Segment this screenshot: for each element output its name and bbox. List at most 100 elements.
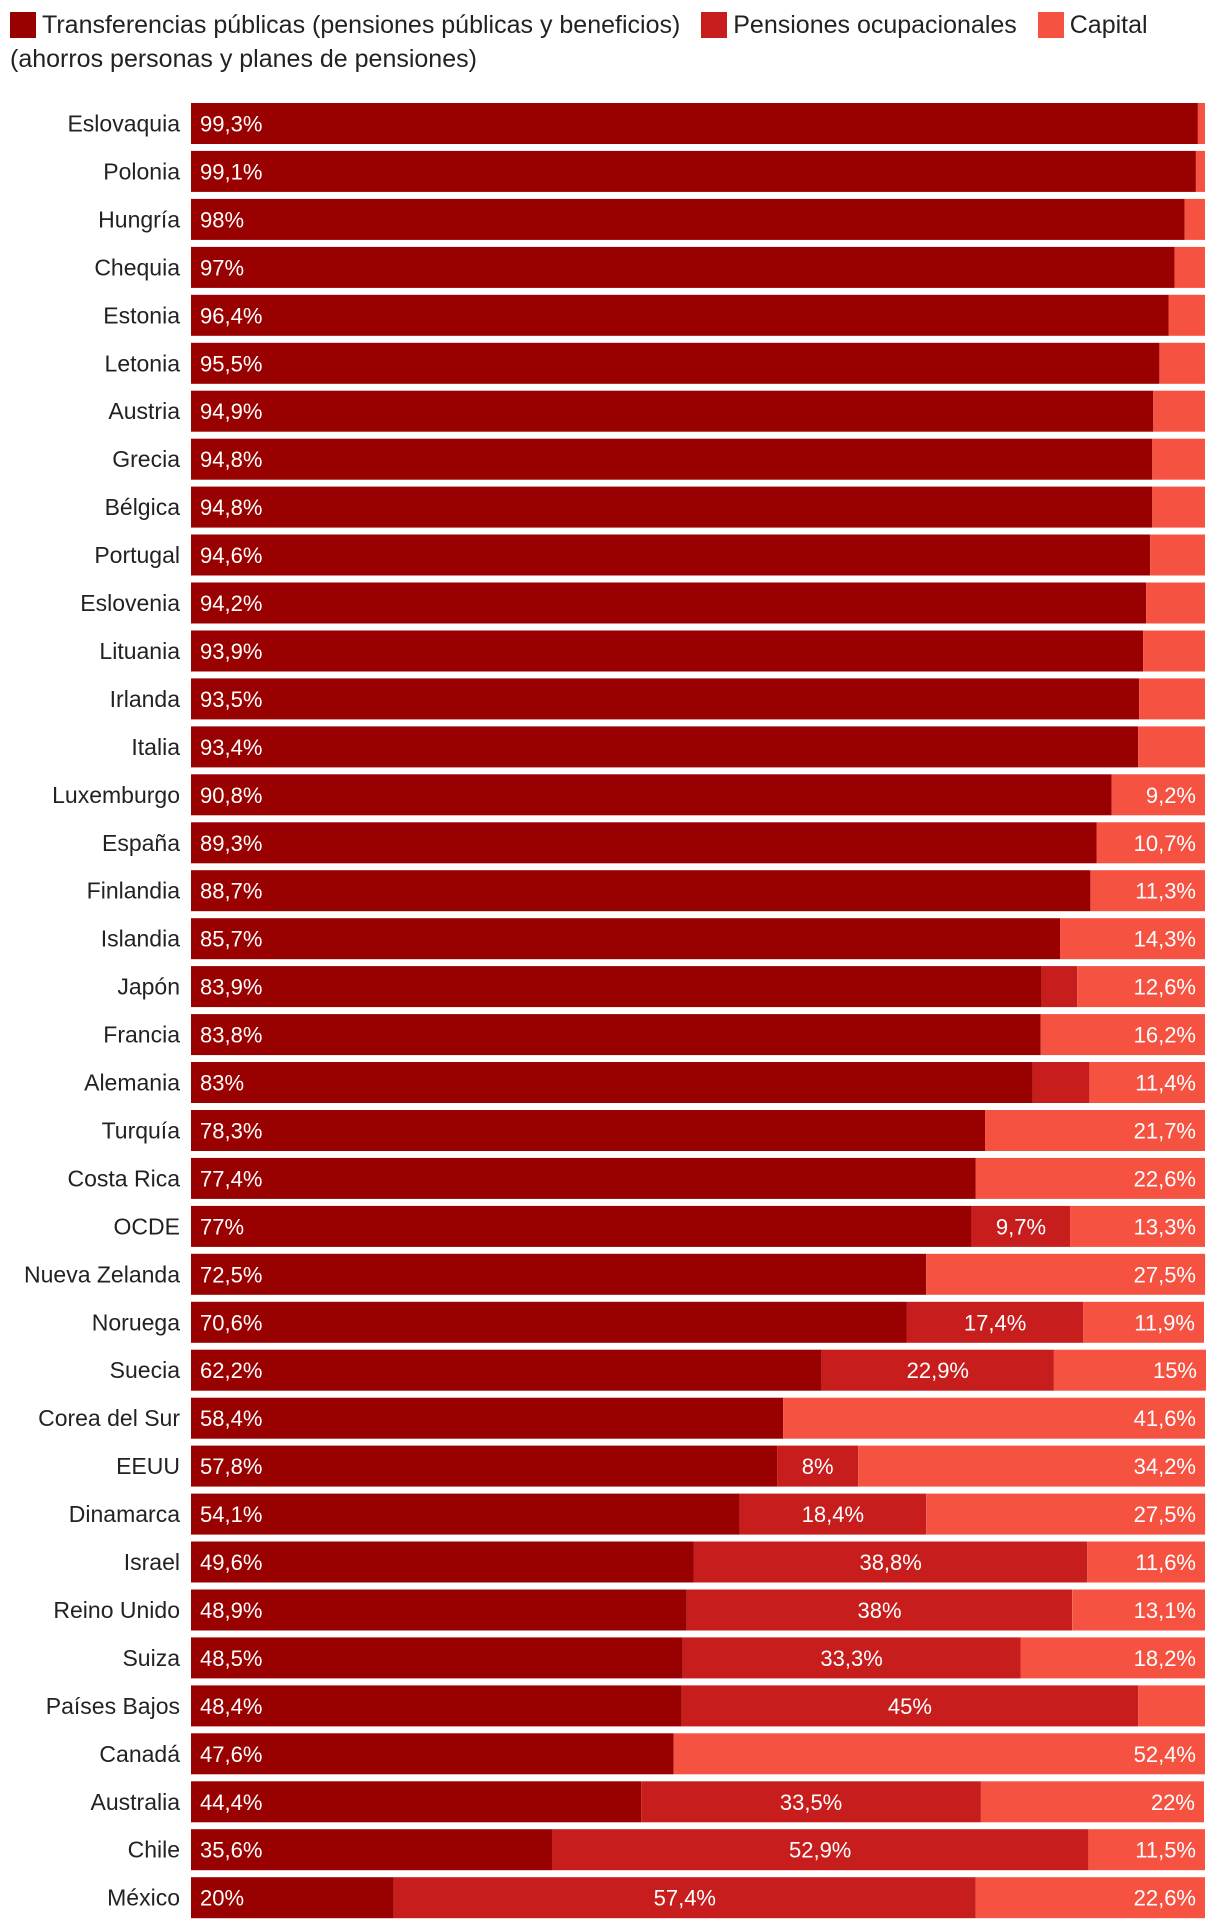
bar-segment-occupational-suecia — [821, 1349, 1054, 1391]
data-label-public-austria: 94,9% — [200, 399, 262, 424]
category-label-finlandia: Finlandia — [87, 878, 181, 904]
bar-segment-public-reino-unido — [191, 1589, 687, 1631]
category-label-lituania: Lituania — [99, 638, 180, 664]
data-label-capital-canada: 52,4% — [1134, 1742, 1196, 1767]
data-label-capital-eeuu: 34,2% — [1134, 1454, 1196, 1479]
bar-row-letonia: Letonia 95,5% — [105, 342, 1205, 384]
bar-segment-capital-hungria — [1184, 198, 1205, 240]
bar-row-mexico: México 20% 57,4% 22,6% — [107, 1877, 1205, 1919]
data-label-capital-mexico: 22,6% — [1134, 1886, 1196, 1911]
data-label-capital-islandia: 14,3% — [1134, 927, 1196, 952]
bar-segment-occupational-australia — [641, 1781, 981, 1823]
bar-segment-capital-corea-del-sur — [783, 1397, 1205, 1439]
bar-segment-capital-letonia — [1159, 342, 1205, 384]
data-label-occupational-noruega: 17,4% — [964, 1310, 1026, 1335]
bar-segment-public-hungria — [191, 198, 1185, 240]
bar-row-estonia: Estonia 96,4% — [103, 294, 1205, 336]
data-label-capital-nueva-zelanda: 27,5% — [1134, 1262, 1196, 1287]
bar-segment-occupational-eeuu — [777, 1445, 859, 1487]
category-label-turquia: Turquía — [102, 1117, 181, 1143]
category-label-irlanda: Irlanda — [110, 686, 181, 712]
data-label-capital-australia: 22% — [1151, 1790, 1195, 1815]
bar-row-eslovenia: Eslovenia 94,2% — [80, 582, 1205, 624]
legend-label-occupational: Pensiones ocupacionales — [733, 11, 1017, 39]
category-label-reino-unido: Reino Unido — [53, 1597, 180, 1623]
category-label-noruega: Noruega — [92, 1309, 180, 1335]
data-label-public-belgica: 94,8% — [200, 495, 262, 520]
data-label-occupational-suecia: 22,9% — [907, 1358, 969, 1383]
bar-segment-public-irlanda — [191, 678, 1140, 720]
bar-row-polonia: Polonia 99,1% — [103, 150, 1205, 192]
bar-segment-capital-estonia — [1168, 294, 1205, 336]
bar-segment-occupational-mexico — [393, 1877, 976, 1919]
bar-segment-capital-australia — [980, 1781, 1204, 1823]
bar-segment-public-israel — [191, 1541, 694, 1583]
category-label-chile: Chile — [128, 1837, 180, 1863]
bar-segment-capital-polonia — [1195, 150, 1205, 192]
bar-segment-public-turquia — [191, 1110, 985, 1151]
bar-segment-capital-eslovenia — [1146, 582, 1205, 624]
bar-segment-capital-paises-bajos — [1138, 1685, 1205, 1727]
category-label-costa-rica: Costa Rica — [68, 1165, 181, 1191]
bar-segment-public-portugal — [191, 534, 1151, 576]
bar-segment-public-letonia — [191, 342, 1160, 384]
bar-segment-public-costa-rica — [191, 1157, 976, 1199]
data-label-public-portugal: 94,6% — [200, 543, 262, 568]
bar-row-ocde: OCDE 77% 9,7% 13,3% — [114, 1205, 1205, 1247]
data-label-public-suiza: 48,5% — [200, 1646, 262, 1671]
category-label-canada: Canadá — [99, 1741, 180, 1767]
category-label-luxemburgo: Luxemburgo — [52, 782, 180, 808]
legend-note: (ahorros personas y planes de pensiones) — [10, 45, 477, 73]
bar-row-eeuu: EEUU 57,8% 8% 34,2% — [116, 1445, 1205, 1487]
bar-row-belgica: Bélgica 94,8% — [105, 486, 1205, 528]
bar-row-eslovaquia: Eslovaquia 99,3% — [67, 103, 1205, 144]
bar-segment-public-islandia — [191, 918, 1060, 960]
bar-segment-occupational-ocde — [971, 1205, 1071, 1247]
bar-segment-public-canada — [191, 1733, 674, 1775]
bar-segment-capital-japon — [1077, 966, 1205, 1008]
data-label-public-dinamarca: 54,1% — [200, 1502, 262, 1527]
bar-segment-capital-espana — [1096, 822, 1205, 864]
data-label-public-australia: 44,4% — [200, 1790, 262, 1815]
data-label-capital-dinamarca: 27,5% — [1134, 1502, 1196, 1527]
data-label-public-eslovaquia: 99,3% — [200, 112, 262, 137]
bar-segment-capital-israel — [1087, 1541, 1205, 1583]
category-label-italia: Italia — [131, 734, 180, 760]
bar-segment-occupational-paises-bajos — [681, 1685, 1139, 1727]
bar-segment-capital-luxemburgo — [1111, 774, 1205, 816]
bar-segment-capital-ocde — [1070, 1205, 1205, 1247]
legend-item-public: Transferencias públicas (pensiones públi… — [10, 11, 680, 39]
bar-segment-occupational-dinamarca — [739, 1493, 927, 1535]
data-label-capital-francia: 16,2% — [1134, 1023, 1196, 1048]
bar-row-austria: Austria 94,9% — [108, 390, 1205, 432]
bar-row-costa-rica: Costa Rica 77,4% 22,6% — [68, 1157, 1205, 1199]
bar-row-suecia: Suecia 62,2% 22,9% 15% — [110, 1349, 1206, 1391]
bar-row-italia: Italia 93,4% — [131, 726, 1205, 768]
data-label-capital-turquia: 21,7% — [1134, 1118, 1196, 1143]
bar-segment-public-dinamarca — [191, 1493, 740, 1535]
bar-segment-public-francia — [191, 1014, 1041, 1056]
bar-segment-capital-islandia — [1060, 918, 1205, 960]
bar-segment-public-nueva-zelanda — [191, 1253, 927, 1295]
legend-label-capital: Capital — [1069, 11, 1148, 39]
legend-item-capital: Capital — [1037, 11, 1148, 39]
data-label-public-suecia: 62,2% — [200, 1358, 262, 1383]
bar-row-reino-unido: Reino Unido 48,9% 38% 13,1% — [53, 1589, 1205, 1631]
bar-row-chequia: Chequia 97% — [94, 246, 1205, 288]
bar-segment-public-estonia — [191, 294, 1169, 336]
bar-segment-capital-suecia — [1053, 1349, 1206, 1391]
legend-label-public: Transferencias públicas (pensiones públi… — [42, 11, 681, 39]
data-label-occupational-dinamarca: 18,4% — [802, 1502, 864, 1527]
bar-segment-capital-eslovaquia — [1197, 103, 1205, 144]
data-label-capital-suecia: 15% — [1153, 1358, 1197, 1383]
data-label-occupational-mexico: 57,4% — [654, 1886, 716, 1911]
data-label-public-hungria: 98% — [200, 207, 244, 232]
bar-row-turquia: Turquía 78,3% 21,7% — [102, 1110, 1205, 1151]
data-label-occupational-australia: 33,5% — [780, 1790, 842, 1815]
category-label-grecia: Grecia — [112, 446, 180, 472]
data-label-public-chequia: 97% — [200, 255, 244, 280]
data-label-public-finlandia: 88,7% — [200, 879, 262, 904]
data-label-public-ocde: 77% — [200, 1214, 244, 1239]
data-label-public-israel: 49,6% — [200, 1550, 262, 1575]
category-label-suiza: Suiza — [122, 1645, 180, 1671]
